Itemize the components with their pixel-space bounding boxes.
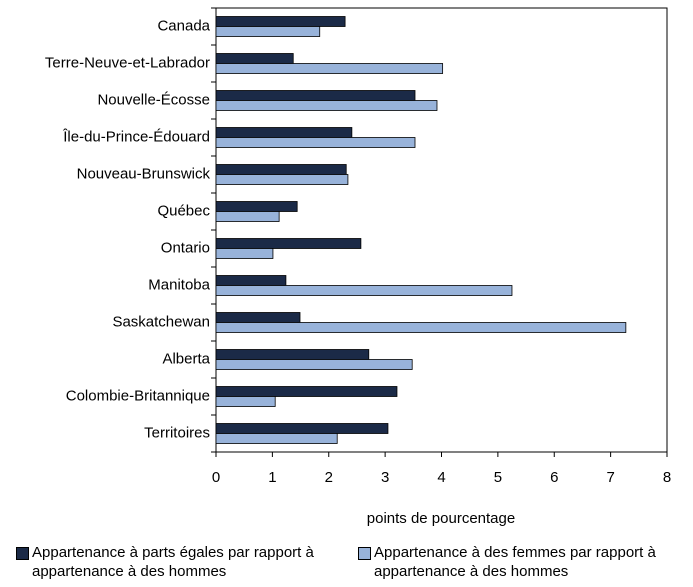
bar (215, 386, 398, 397)
bar (215, 312, 301, 323)
y-tick-label: Manitoba (148, 276, 210, 293)
bar (215, 238, 362, 249)
bar (215, 396, 276, 407)
y-tick-label: Île-du-Prince-Édouard (62, 128, 210, 145)
x-tick-label: 2 (325, 469, 333, 486)
legend-item: Appartenance à parts égales par rapport … (16, 543, 332, 581)
chart: points de pourcentage 0 1 2 3 4 5 6 7 8 Canada Ter… (45, 7, 671, 527)
x-tick-label: 7 (606, 469, 614, 486)
x-tick-label: 1 (268, 469, 276, 486)
y-tick-label: Nouveau-Brunswick (77, 165, 211, 182)
bar (215, 53, 294, 64)
bar (215, 359, 413, 370)
bar (215, 322, 627, 333)
y-tick-label: Terre-Neuve-et-Labrador (45, 54, 210, 71)
x-tick-label: 3 (381, 469, 389, 486)
bar (215, 433, 338, 444)
bar (215, 26, 321, 37)
bar (215, 16, 346, 27)
x-tick-label: 4 (437, 469, 445, 486)
y-tick-label: Saskatchewan (112, 313, 210, 330)
legend-item: Appartenance à des femmes par rapport à … (358, 543, 674, 581)
x-axis-label: points de pourcentage (367, 510, 515, 527)
legend-swatch (16, 547, 29, 560)
bar (215, 164, 347, 175)
bar (215, 211, 280, 222)
bar (215, 201, 298, 212)
x-tick-label: 0 (212, 469, 220, 486)
y-tick-label: Nouvelle-Écosse (97, 91, 210, 108)
plot-frame (215, 7, 668, 453)
bar (215, 248, 274, 259)
bar (215, 285, 513, 296)
x-tick-label: 6 (550, 469, 558, 486)
y-tick-label: Colombie-Britannique (66, 387, 210, 404)
bar (215, 349, 370, 360)
bar (215, 137, 416, 148)
x-tick-label: 5 (494, 469, 502, 486)
bar (215, 63, 444, 74)
legend-label: Appartenance à parts égales par rapport … (32, 544, 314, 580)
x-tick-label: 8 (663, 469, 671, 486)
bar (215, 127, 353, 138)
bar (215, 100, 438, 111)
bar (215, 423, 389, 434)
bar (215, 90, 416, 101)
legend-swatch (358, 547, 371, 560)
legend-label: Appartenance à des femmes par rapport à … (374, 544, 656, 580)
y-tick-label: Québec (157, 202, 210, 219)
y-tick-label: Canada (157, 17, 210, 34)
y-tick-label: Alberta (162, 350, 210, 367)
y-tick-label: Territoires (144, 424, 210, 441)
bar (215, 275, 287, 286)
bar (215, 174, 349, 185)
y-tick-label: Ontario (161, 239, 210, 256)
